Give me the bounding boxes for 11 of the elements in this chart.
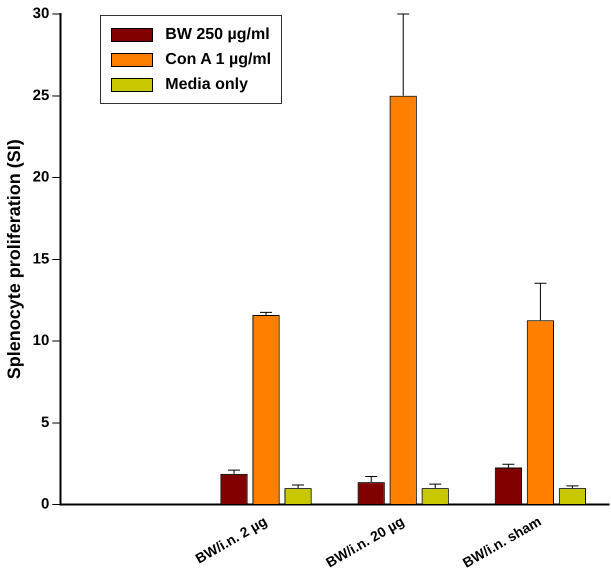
y-axis-title: Splenocyte proliferation (SI) xyxy=(4,139,24,380)
y-tick-label: 25 xyxy=(32,86,50,104)
y-tick-label: 20 xyxy=(32,168,50,186)
y-tick-label: 30 xyxy=(32,5,50,22)
y-tick-label: 10 xyxy=(32,332,50,350)
y-tick-label: 15 xyxy=(32,250,50,268)
y-tick-label: 5 xyxy=(40,414,50,431)
legend-label: BW 250 µg/ml xyxy=(165,26,270,44)
y-tick-label: 0 xyxy=(40,496,50,513)
legend-label: Media only xyxy=(165,76,248,94)
legend-label: Con A 1 µg/ml xyxy=(165,50,272,68)
